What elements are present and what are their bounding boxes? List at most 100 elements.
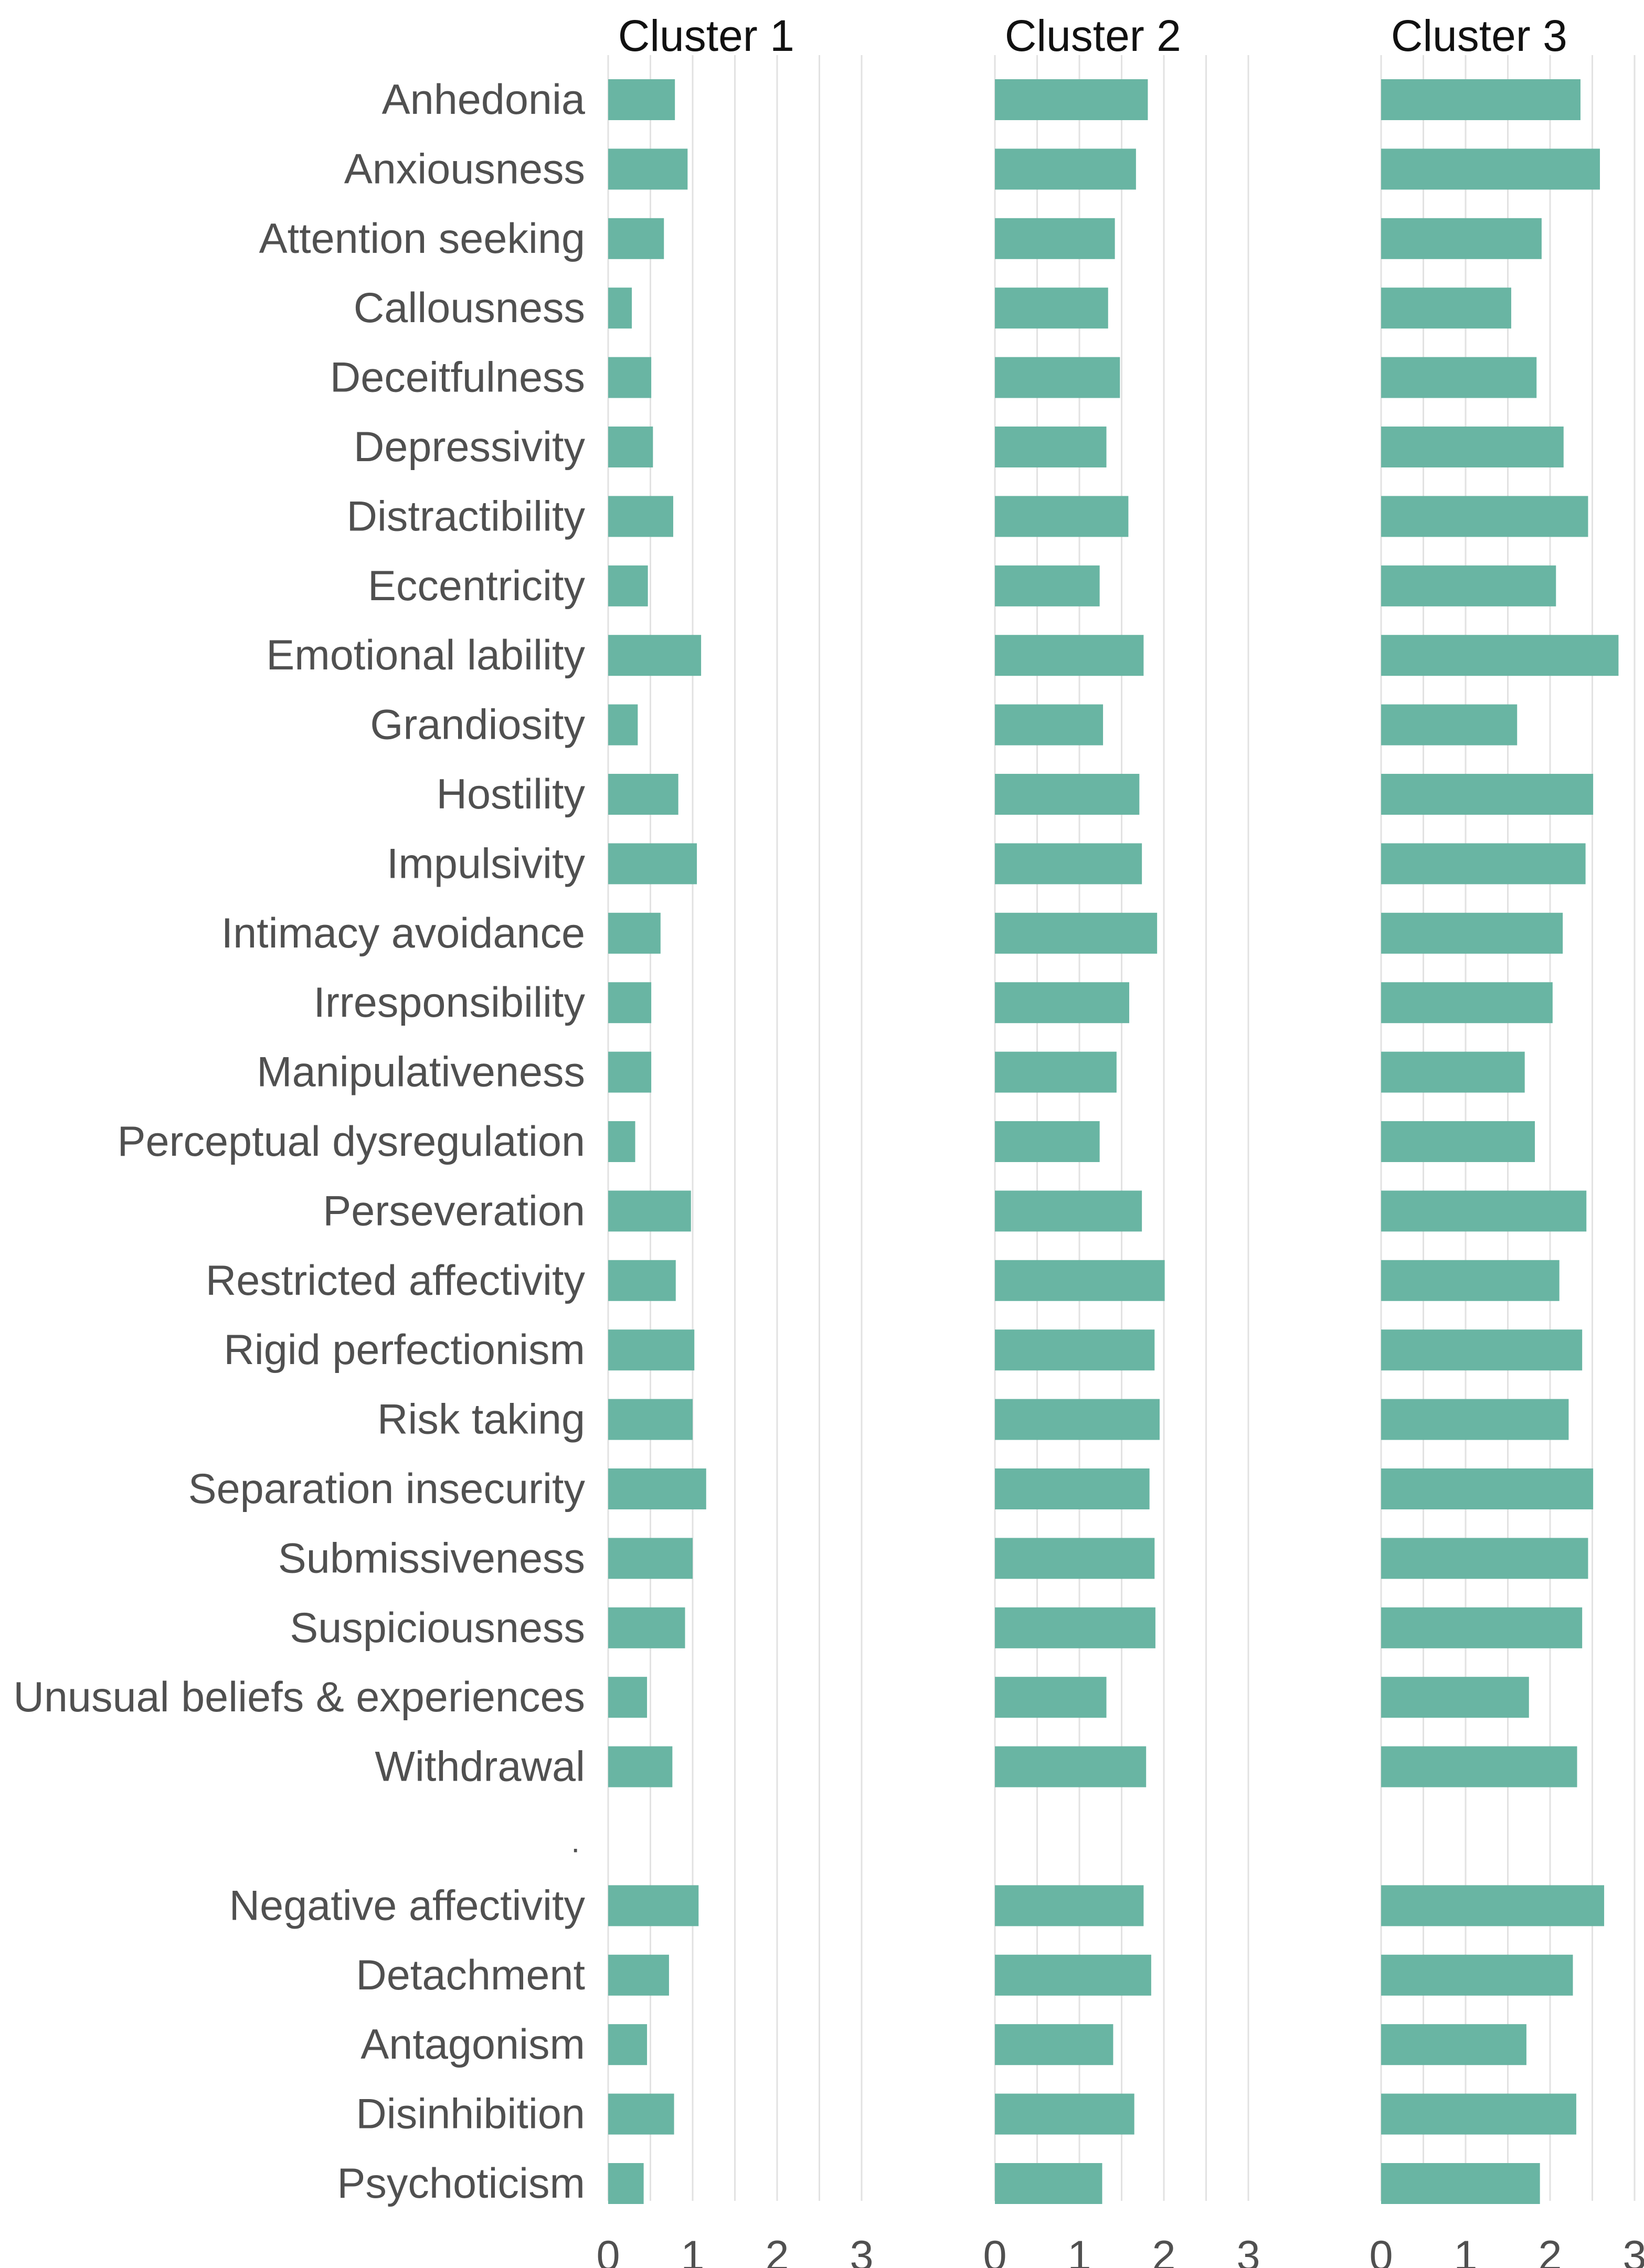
bar-hostility <box>608 774 678 815</box>
bar-risk-taking <box>608 1399 693 1440</box>
bar-disinhibition <box>995 2093 1134 2135</box>
bar-submissiveness <box>995 1538 1155 1579</box>
bar-disinhibition <box>1381 2093 1576 2135</box>
bar-eccentricity <box>1381 565 1556 606</box>
bar-submissiveness <box>1381 1538 1588 1579</box>
bar-intimacy-avoidance <box>1381 912 1563 954</box>
bar-unusual-beliefs-and-experiences <box>1381 1677 1529 1718</box>
row-label-callousness: Callousness <box>354 284 585 332</box>
bar-rigid-perfectionism <box>608 1329 695 1371</box>
bar-antagonism <box>995 2024 1113 2065</box>
row-label-manipulativeness: Manipulativeness <box>257 1049 585 1096</box>
bar-rigid-perfectionism <box>995 1329 1155 1371</box>
row-label-restricted-affectivity: Restricted affectivity <box>206 1257 586 1304</box>
bar-unusual-beliefs-and-experiences <box>995 1677 1107 1718</box>
x-tick-label: 2 <box>1538 2232 1562 2268</box>
bar-negative-affectivity <box>995 1885 1144 1926</box>
bar-anhedonia <box>608 79 675 120</box>
x-tick-label: 3 <box>1236 2232 1260 2268</box>
bar-suspiciousness <box>995 1607 1155 1648</box>
bar-distractibility <box>608 496 673 537</box>
row-label-detachment: Detachment <box>356 1952 585 1999</box>
bar-irresponsibility <box>608 982 652 1024</box>
x-tick-label: 3 <box>850 2232 873 2268</box>
panel-title: Cluster 2 <box>1005 11 1181 60</box>
row-label-anxiousness: Anxiousness <box>344 145 585 193</box>
bar-grandiosity <box>995 704 1104 746</box>
bar-impulsivity <box>995 843 1142 885</box>
x-tick-label: 1 <box>681 2232 704 2268</box>
row-label-emotional-lability: Emotional lability <box>266 632 585 679</box>
bar-suspiciousness <box>1381 1607 1583 1648</box>
bar-anhedonia <box>1381 79 1581 120</box>
bar-depressivity <box>608 427 653 467</box>
bar-depressivity <box>1381 427 1564 467</box>
x-tick-labels: 0 1 2 3 <box>596 2232 873 2268</box>
grid-lines <box>607 55 863 2201</box>
row-label-antagonism: Antagonism <box>360 2021 585 2068</box>
row-label-perceptual-dysregulation: Perceptual dysregulation <box>117 1118 585 1165</box>
bar-perceptual-dysregulation <box>995 1121 1100 1162</box>
row-label-separation-insecurity: Separation insecurity <box>188 1465 586 1513</box>
bar-psychoticism <box>608 2163 644 2204</box>
bar-perseveration <box>608 1190 691 1232</box>
bar-antagonism <box>608 2024 648 2065</box>
row-label-unusual-beliefs-and-experiences: Unusual beliefs & experiences <box>13 1674 585 1721</box>
row-label-negative-affectivity: Negative affectivity <box>229 1882 586 1929</box>
bar-suspiciousness <box>608 1607 685 1648</box>
panel-cluster-1: Cluster 1 0 1 2 3 <box>596 11 873 2268</box>
bar-intimacy-avoidance <box>995 912 1158 954</box>
x-tick-label: 1 <box>1454 2232 1477 2268</box>
bar-antagonism <box>1381 2024 1526 2065</box>
bar-deceitfulness <box>1381 357 1537 398</box>
bar-distractibility <box>995 496 1129 537</box>
bar-negative-affectivity <box>1381 1885 1605 1926</box>
row-label-suspiciousness: Suspiciousness <box>290 1604 585 1652</box>
bar-anhedonia <box>995 79 1148 120</box>
bar-grandiosity <box>608 704 638 746</box>
bar-psychoticism <box>1381 2163 1540 2204</box>
bar-detachment <box>995 1954 1151 1996</box>
bar-negative-affectivity <box>608 1885 699 1926</box>
bar-manipulativeness <box>1381 1051 1525 1093</box>
bar-withdrawal <box>608 1746 673 1787</box>
row-label-irresponsibility: Irresponsibility <box>313 979 585 1026</box>
bar-distractibility <box>1381 496 1588 537</box>
bar-emotional-lability <box>995 635 1144 676</box>
bar-submissiveness <box>608 1538 693 1579</box>
row-label-psychoticism: Psychoticism <box>337 2160 585 2207</box>
bar-perceptual-dysregulation <box>608 1121 635 1162</box>
bar-deceitfulness <box>608 357 652 398</box>
row-label-perseveration: Perseveration <box>323 1187 585 1234</box>
bar-anxiousness <box>995 148 1136 190</box>
bar-restricted-affectivity <box>608 1260 676 1301</box>
bar-impulsivity <box>1381 843 1586 885</box>
bar-perceptual-dysregulation <box>1381 1121 1535 1162</box>
panel-cluster-3: Cluster 3 0 1 2 3 <box>1369 11 1644 2268</box>
bar-callousness <box>995 288 1108 329</box>
bar-callousness <box>608 288 632 329</box>
bars <box>995 79 1165 2204</box>
x-tick-label: 3 <box>1622 2232 1644 2268</box>
bar-hostility <box>995 774 1140 815</box>
bars <box>1381 79 1619 2204</box>
panel-title: Cluster 3 <box>1391 11 1567 60</box>
x-tick-label: 0 <box>983 2232 1006 2268</box>
bar-perseveration <box>995 1190 1142 1232</box>
bar-manipulativeness <box>608 1051 652 1093</box>
x-tick-label: 2 <box>1152 2232 1175 2268</box>
bar-hostility <box>1381 774 1594 815</box>
row-label-anhedonia: Anhedonia <box>382 76 586 123</box>
bar-emotional-lability <box>608 635 702 676</box>
row-label-deceitfulness: Deceitfulness <box>330 354 585 401</box>
bar-eccentricity <box>995 565 1100 606</box>
bar-perseveration <box>1381 1190 1587 1232</box>
separator-dot: . <box>571 1824 580 1859</box>
bar-depressivity <box>995 427 1107 467</box>
panel-title: Cluster 1 <box>618 11 794 60</box>
x-tick-label: 1 <box>1067 2232 1091 2268</box>
row-label-grandiosity: Grandiosity <box>370 701 585 749</box>
bar-attention-seeking <box>608 218 664 259</box>
row-label-impulsivity: Impulsivity <box>387 840 586 887</box>
